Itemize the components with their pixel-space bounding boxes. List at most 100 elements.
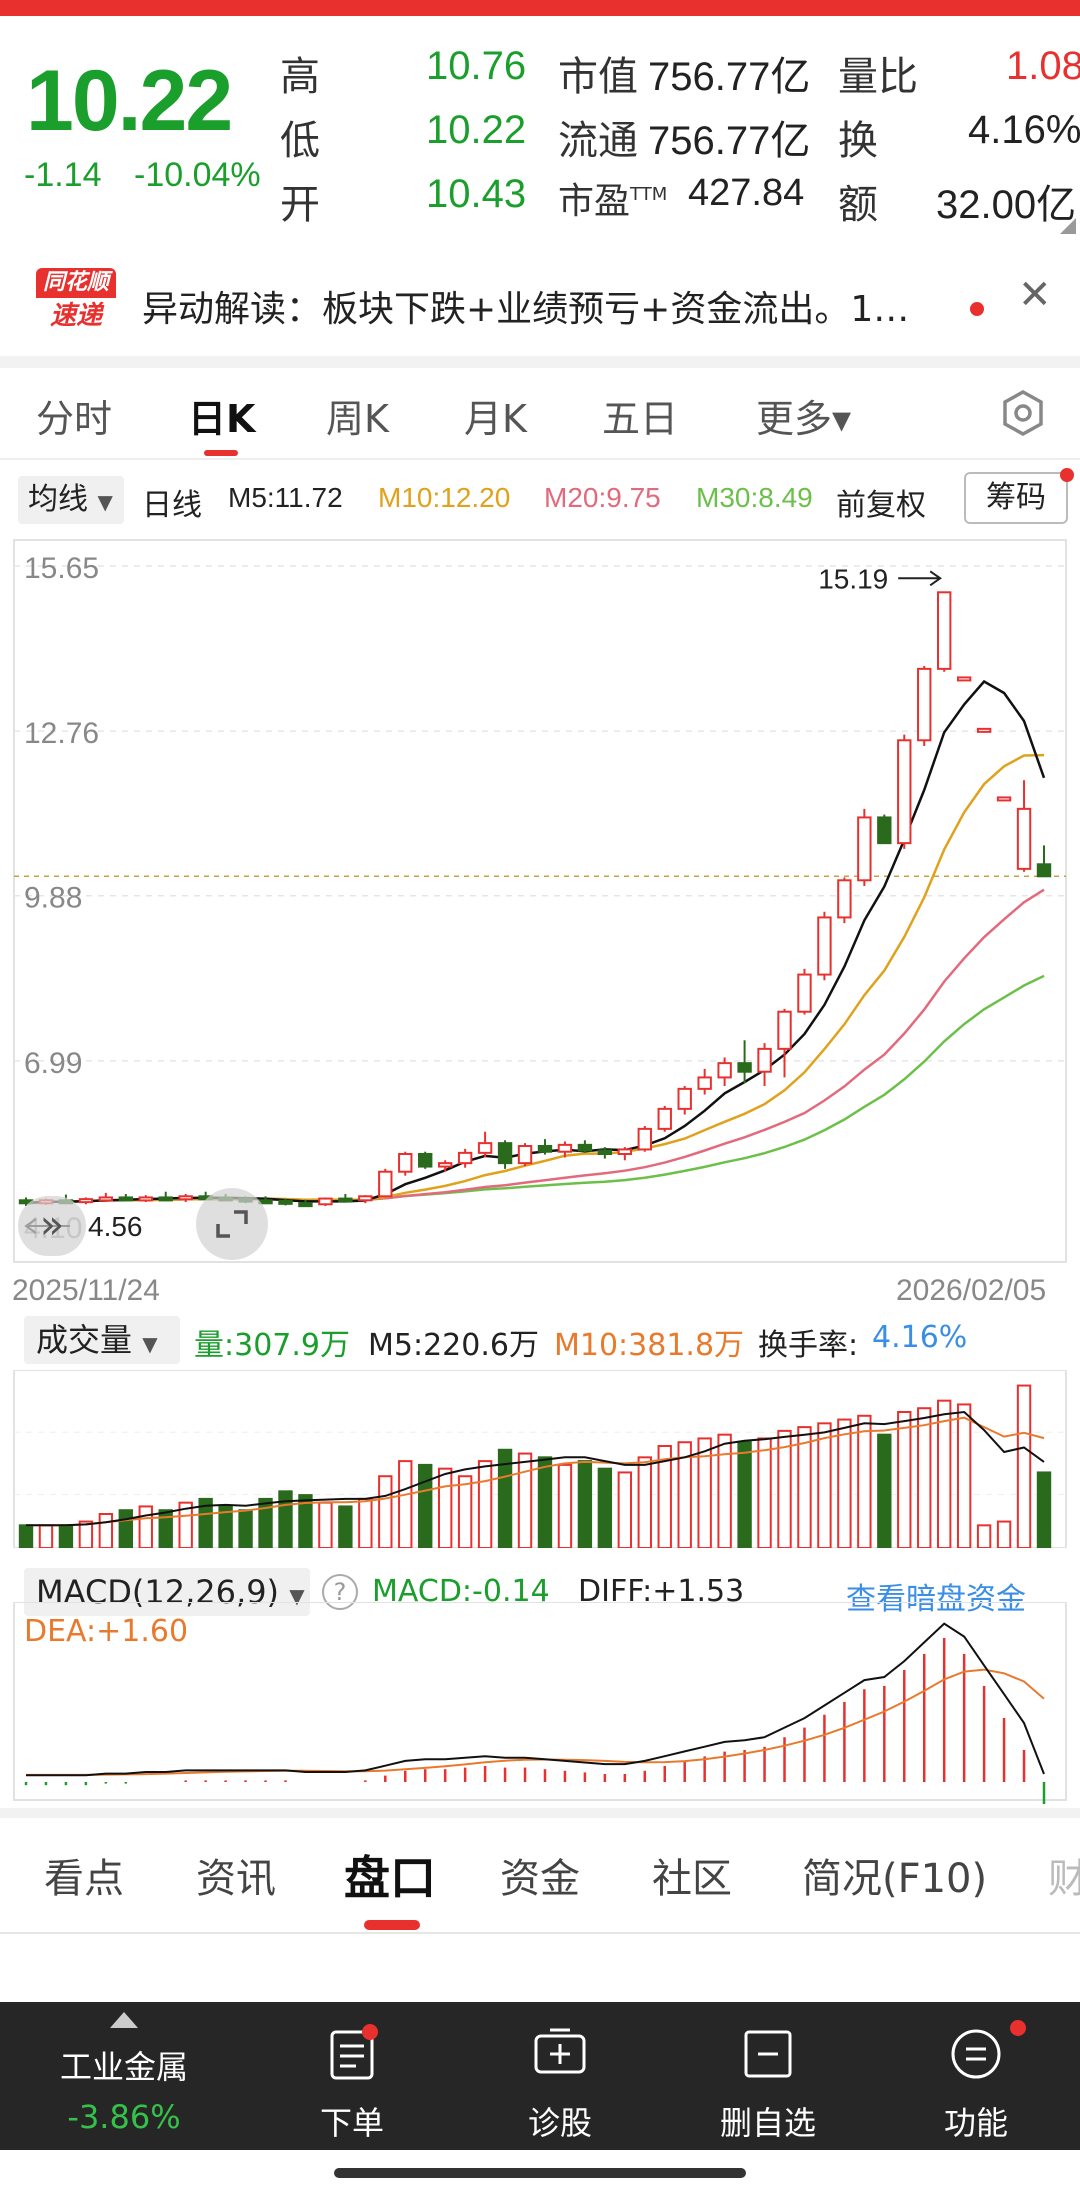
home-indicator (334, 2168, 746, 2178)
chip-button[interactable]: 筹码 (964, 472, 1068, 524)
high-value: 10.76 (426, 44, 527, 88)
volume-bar (258, 1497, 273, 1548)
end-date: 2026/02/05 (896, 1274, 1047, 1307)
help-icon[interactable]: ? (322, 1574, 358, 1610)
expand-corner-icon[interactable] (1060, 218, 1076, 234)
macd-chart[interactable] (0, 1602, 1080, 1804)
turnover-rate-label: 换手率: (758, 1328, 859, 1363)
candle-body (937, 591, 952, 670)
pe-value: 427.84 (688, 172, 805, 214)
minus-square-icon (744, 2030, 792, 2078)
ma-dropdown[interactable]: 均线 ▼ (18, 476, 124, 524)
candle-body (457, 1151, 473, 1165)
volume-bar (897, 1411, 912, 1548)
candle (877, 814, 892, 845)
tab-capital[interactable]: 资金 (500, 1856, 580, 1902)
tab-more[interactable]: 更多▾ (756, 397, 852, 441)
diagnose-button[interactable]: 诊股 (460, 2002, 660, 2150)
candle (937, 591, 952, 672)
function-button[interactable]: 功能 (876, 2002, 1076, 2150)
tab-daily-k[interactable]: 日K (188, 397, 256, 441)
volume-bar (118, 1509, 133, 1548)
volume-bar (278, 1490, 293, 1548)
volume-dropdown-label: 成交量 (36, 1321, 133, 1359)
active-tab-indicator (364, 1920, 420, 1930)
y-tick-label: 15.65 (24, 552, 99, 585)
volume-bar (677, 1441, 692, 1548)
amount-value: 32.00亿 (936, 183, 1077, 227)
candle-body (178, 1195, 193, 1201)
volume-bar (497, 1448, 513, 1548)
tab-weekly-k[interactable]: 周K (326, 397, 389, 441)
tab-highlights[interactable]: 看点 (44, 1856, 124, 1902)
close-icon[interactable]: ✕ (1018, 272, 1052, 318)
candle-body (118, 1196, 133, 1202)
tab-profile-f10[interactable]: 简况(F10) (802, 1856, 988, 1902)
volume-bar (817, 1422, 832, 1548)
turnover-label: 换 (838, 118, 878, 164)
candle (398, 1151, 413, 1176)
candle-body (617, 1148, 633, 1156)
news-headline[interactable]: 异动解读：板块下跌+业绩预亏+资金流出。1… (142, 289, 910, 330)
order-button[interactable]: 下单 (252, 2002, 452, 2150)
chevron-down-icon: ▼ (97, 490, 113, 514)
candle (617, 1147, 633, 1161)
volume-bar (697, 1437, 712, 1548)
candle-body (398, 1153, 413, 1173)
tab-news[interactable]: 资讯 (196, 1856, 276, 1902)
candle-body (777, 1010, 792, 1050)
candle (657, 1106, 672, 1132)
volume-bar (517, 1452, 533, 1548)
candle (1036, 845, 1052, 878)
volume-bar (717, 1433, 732, 1548)
scroll-left-icon[interactable]: » (18, 1196, 86, 1256)
float-label: 流通 (558, 118, 638, 164)
tab-five-day[interactable]: 五日 (602, 397, 679, 441)
fullscreen-icon[interactable] (196, 1188, 268, 1260)
tab-monthly-k[interactable]: 月K (464, 397, 527, 441)
tab-order-book[interactable]: 盘口 (344, 1851, 436, 1905)
ma30-line (25, 974, 1045, 1205)
top-status-strip (0, 0, 1080, 16)
candle-body (917, 667, 932, 742)
sector-button[interactable]: 工业金属 -3.86% (24, 2002, 224, 2150)
mktcap-value: 756.77亿 (648, 55, 811, 99)
macd-dropdown[interactable]: MACD(12,26,9) ▼ (24, 1568, 310, 1616)
candle-body (976, 727, 992, 733)
candle-body (837, 879, 852, 919)
tab-community[interactable]: 社区 (652, 1856, 732, 1902)
candle (1016, 780, 1032, 872)
candle (98, 1192, 114, 1202)
volume-bar (477, 1460, 493, 1548)
volume-dropdown[interactable]: 成交量 ▼ (24, 1316, 180, 1364)
candle (777, 1008, 792, 1078)
diagnose-icon (534, 2028, 586, 2074)
candle (318, 1197, 333, 1206)
adjust-mode[interactable]: 前复权 (836, 489, 926, 522)
news-logo-top: 同花顺 (36, 268, 116, 298)
low-value: 10.22 (426, 108, 527, 152)
candle (517, 1143, 533, 1166)
candle-body (897, 739, 912, 845)
ma-dropdown-label: 均线 (28, 482, 88, 517)
low-label: 低 (280, 118, 320, 164)
diagnose-label: 诊股 (527, 2104, 592, 2142)
tab-intraday[interactable]: 分时 (36, 397, 113, 441)
volume-chart[interactable] (0, 1370, 1080, 1548)
candle-body (1016, 807, 1032, 870)
volume-m10-line (26, 1416, 1045, 1527)
settings-icon[interactable] (998, 388, 1048, 438)
volume-m5-line (26, 1410, 1045, 1527)
diff-value: DIFF:+1.53 (578, 1574, 745, 1609)
candle-body (358, 1195, 373, 1202)
volratio-value: 1.08 (1006, 44, 1080, 88)
dark-pool-link[interactable]: 查看暗盘资金 (846, 1582, 1026, 1617)
remove-watchlist-button[interactable]: 删自选 (668, 2002, 868, 2150)
volume-bar (877, 1433, 892, 1548)
candle-body (338, 1197, 353, 1203)
candle-body (697, 1076, 712, 1090)
news-bar[interactable]: 同花顺 速递 异动解读：板块下跌+业绩预亏+资金流出。1… ✕ (0, 250, 1080, 360)
candle (537, 1139, 553, 1155)
tab-finance[interactable]: 财 (1048, 1856, 1080, 1902)
